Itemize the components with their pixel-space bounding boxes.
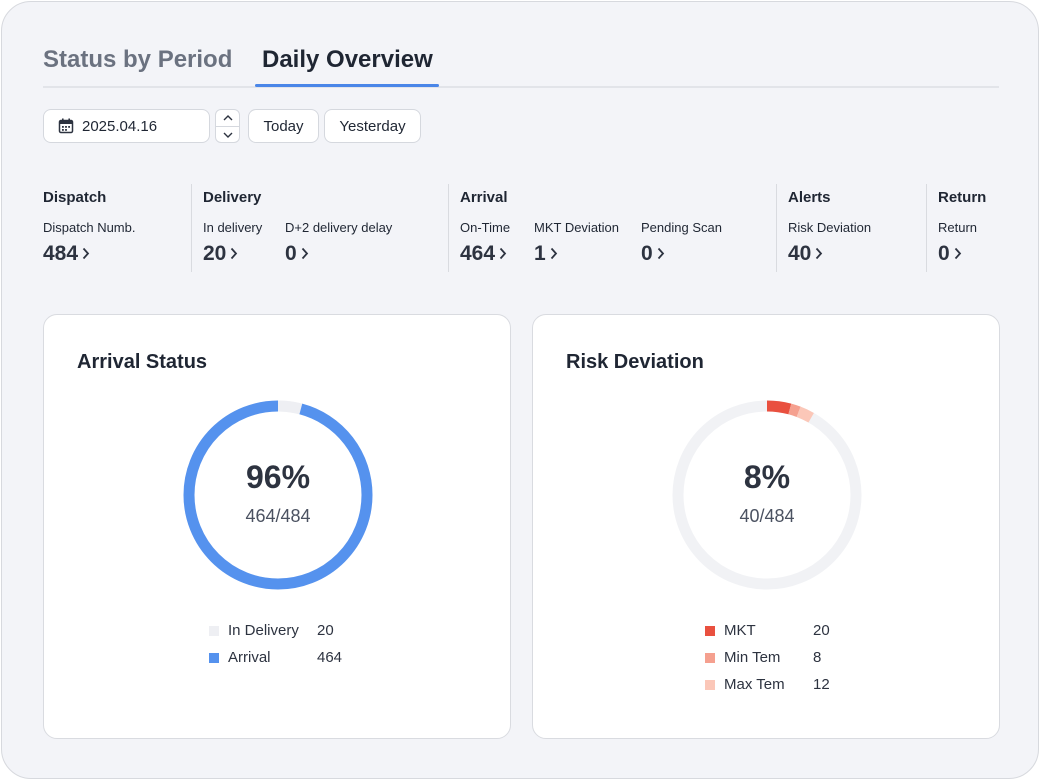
metric-value: 0 — [285, 242, 392, 266]
risk-deviation-card: Risk Deviation 8% 40/484 MKT 20 Min Tem … — [532, 314, 1000, 739]
legend-item-in-delivery: In Delivery 20 — [209, 617, 342, 644]
metric-label: Dispatch Numb. — [43, 220, 136, 235]
chevron-right-icon — [82, 242, 90, 266]
legend-label: Arrival — [228, 649, 271, 666]
metric-pending-scan[interactable]: Pending Scan 0 — [641, 220, 722, 266]
metric-d2-delivery-delay[interactable]: D+2 delivery delay 0 — [285, 220, 392, 266]
legend-swatch — [209, 625, 219, 636]
risk-donut-chart — [672, 400, 862, 590]
legend-swatch — [705, 652, 715, 663]
legend-label: MKT — [724, 622, 756, 639]
metric-label: Return — [938, 220, 978, 235]
tab-status-by-period[interactable]: Status by Period — [43, 46, 233, 73]
donut-percent: 8% — [743, 459, 791, 495]
card-title: Risk Deviation — [566, 351, 704, 373]
legend-value: 464 — [317, 649, 343, 666]
metric-value: 484 — [43, 242, 135, 266]
legend-swatch — [705, 625, 715, 636]
stat-group-delivery: Delivery In delivery 20 D+2 delivery del… — [191, 182, 448, 272]
stat-group-alerts: Alerts Risk Deviation 40 — [776, 182, 926, 272]
date-value: 2025.04.16 — [82, 117, 158, 135]
metric-label: D+2 delivery delay — [285, 220, 393, 235]
arrival-donut-chart — [183, 400, 373, 590]
stat-group-return: Return Return 0 — [926, 182, 1016, 272]
legend-value: 8 — [813, 649, 822, 666]
stat-divider — [776, 184, 777, 272]
tab-daily-overview[interactable]: Daily Overview — [262, 46, 433, 73]
legend-value: 20 — [317, 622, 334, 639]
metric-value: 0 — [938, 242, 977, 266]
stat-group-title: Delivery — [203, 189, 262, 206]
stat-group-dispatch: Dispatch Dispatch Numb. 484 — [43, 182, 191, 272]
date-picker-input[interactable]: 2025.04.16 — [43, 109, 210, 143]
stat-group-arrival: Arrival On-Time 464 MKT Deviation 1 Pend… — [448, 182, 776, 272]
metric-value: 40 — [788, 242, 871, 266]
metric-label: MKT Deviation — [534, 220, 620, 235]
chevron-right-icon — [815, 242, 823, 266]
active-tab-indicator — [255, 84, 439, 87]
metric-mkt-deviation[interactable]: MKT Deviation 1 — [534, 220, 619, 266]
metric-return[interactable]: Return 0 — [938, 220, 977, 266]
donut-center: 8% 40/484 — [669, 397, 865, 593]
metric-label: Pending Scan — [641, 220, 722, 235]
yesterday-button[interactable]: Yesterday — [324, 109, 421, 143]
calendar-icon — [58, 118, 74, 134]
tab-bar: Status by Period Daily Overview — [43, 40, 999, 88]
donut-ratio: 40/484 — [739, 506, 795, 526]
legend-label: In Delivery — [228, 622, 299, 639]
legend-value: 12 — [813, 676, 830, 693]
metric-risk-deviation[interactable]: Risk Deviation 40 — [788, 220, 871, 266]
legend-label: Max Tem — [724, 676, 785, 693]
donut-center: 96% 464/484 — [180, 397, 376, 593]
stat-group-title: Dispatch — [43, 189, 107, 206]
donut-slice-arrival — [183, 400, 373, 590]
stats-summary: Dispatch Dispatch Numb. 484 Delivery In … — [2, 182, 1038, 274]
metric-dispatch-number[interactable]: Dispatch Numb. 484 — [43, 220, 135, 266]
arrival-status-card: Arrival Status 96% 464/484 In Delivery 2… — [43, 314, 511, 739]
date-stepper — [215, 109, 240, 143]
chevron-right-icon — [230, 242, 238, 266]
date-decrement-button[interactable] — [216, 126, 239, 142]
legend: MKT 20 Min Tem 8 Max Tem 12 — [705, 617, 830, 698]
legend-swatch — [209, 652, 219, 663]
chevron-right-icon — [550, 242, 558, 266]
stat-group-title: Return — [938, 189, 987, 206]
metric-label: In delivery — [203, 220, 263, 235]
metric-value: 20 — [203, 242, 262, 266]
metric-on-time[interactable]: On-Time 464 — [460, 220, 510, 266]
legend: In Delivery 20 Arrival 464 — [209, 617, 342, 671]
legend-item-mkt: MKT 20 — [705, 617, 830, 644]
stat-group-title: Alerts — [788, 189, 831, 206]
donut-percent: 96% — [245, 459, 311, 495]
metric-label: On-Time — [460, 220, 511, 235]
today-button[interactable]: Today — [248, 109, 319, 143]
legend-label: Min Tem — [724, 649, 781, 666]
chevron-right-icon — [657, 242, 665, 266]
stat-divider — [448, 184, 449, 272]
chevron-right-icon — [954, 242, 962, 266]
legend-swatch — [705, 679, 715, 690]
metric-value: 1 — [534, 242, 619, 266]
chevron-right-icon — [499, 242, 507, 266]
stat-divider — [926, 184, 927, 272]
metric-in-delivery[interactable]: In delivery 20 — [203, 220, 262, 266]
legend-item-arrival: Arrival 464 — [209, 644, 342, 671]
legend-item-max-tem: Max Tem 12 — [705, 671, 830, 698]
stat-group-title: Arrival — [460, 189, 508, 206]
chevron-down-icon — [223, 132, 232, 138]
donut-slice-mkt — [672, 400, 862, 590]
card-title: Arrival Status — [77, 351, 208, 373]
chevron-up-icon — [223, 115, 232, 121]
metric-label: Risk Deviation — [788, 220, 872, 235]
chevron-right-icon — [301, 242, 309, 266]
stat-divider — [191, 184, 192, 272]
date-increment-button[interactable] — [216, 110, 239, 126]
legend-value: 20 — [813, 622, 830, 639]
donut-ratio: 464/484 — [245, 506, 311, 526]
legend-item-min-tem: Min Tem 8 — [705, 644, 830, 671]
metric-value: 0 — [641, 242, 722, 266]
metric-value: 464 — [460, 242, 510, 266]
